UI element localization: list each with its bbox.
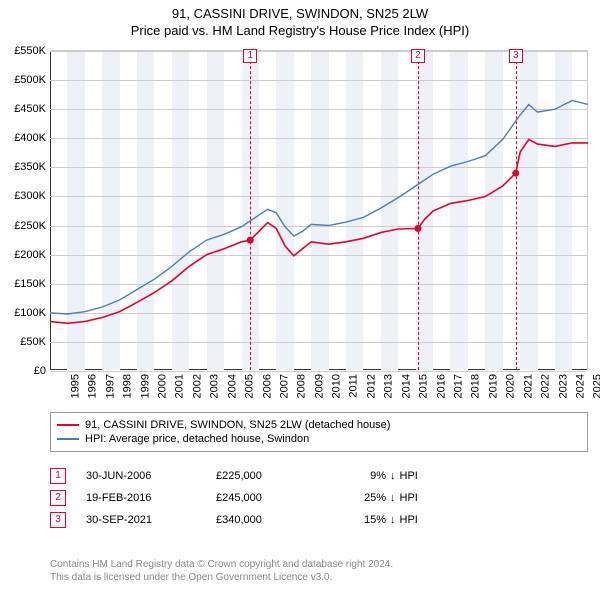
footer-line: This data is licensed under the Open Gov…: [50, 571, 588, 584]
x-tick-label: 2007: [278, 374, 290, 398]
x-tick-label: 1995: [69, 374, 81, 398]
page-subtitle: Price paid vs. HM Land Registry's House …: [0, 23, 600, 38]
sale-date: 19-FEB-2016: [86, 492, 216, 504]
page-title: 91, CASSINI DRIVE, SWINDON, SN25 2LW: [0, 6, 600, 21]
legend: 91, CASSINI DRIVE, SWINDON, SN25 2LW (de…: [50, 412, 588, 452]
y-tick-label: £0: [34, 365, 46, 377]
down-arrow-icon: ↓: [390, 492, 396, 504]
sale-dot: [414, 225, 421, 232]
x-tick-label: 2000: [157, 374, 169, 398]
sale-row: 3 30-SEP-2021£340,00015% ↓ HPI: [50, 512, 588, 528]
x-tick-label: 2006: [261, 374, 273, 398]
sale-diff-pct: 9%: [326, 470, 386, 482]
x-tick-label: 2018: [470, 374, 482, 398]
x-tick-label: 2003: [209, 374, 221, 398]
sale-price: £340,000: [216, 514, 326, 526]
x-tick-label: 2020: [505, 374, 517, 398]
x-tick-label: 1997: [104, 374, 116, 398]
legend-swatch: [57, 438, 79, 440]
sale-price: £245,000: [216, 492, 326, 504]
y-tick-label: £400K: [14, 132, 46, 144]
y-tick-label: £250K: [14, 220, 46, 232]
y-tick-label: £550K: [14, 45, 46, 57]
x-tick-label: 2025: [592, 374, 600, 398]
x-tick-label: 2017: [453, 374, 465, 398]
x-tick-label: 2021: [522, 374, 534, 398]
x-tick-label: 1996: [87, 374, 99, 398]
sales-table: 1 30-JUN-2006£225,0009% ↓ HPI 2 19-FEB-2016£2…: [50, 462, 588, 534]
series-line: [50, 139, 588, 323]
sale-row: 2 19-FEB-2016£245,00025% ↓ HPI: [50, 490, 588, 506]
y-tick-label: £200K: [14, 249, 46, 261]
y-tick-label: £350K: [14, 161, 46, 173]
x-tick-label: 2024: [574, 374, 586, 398]
sale-price: £225,000: [216, 470, 326, 482]
x-tick-label: 2002: [191, 374, 203, 398]
x-tick-label: 2012: [365, 374, 377, 398]
down-arrow-icon: ↓: [390, 514, 396, 526]
sale-diff-pct: 15%: [326, 514, 386, 526]
sale-tag: HPI: [400, 492, 418, 504]
y-tick-label: £300K: [14, 190, 46, 202]
sale-row-badge: 1: [50, 468, 66, 484]
sale-dot: [247, 237, 254, 244]
down-arrow-icon: ↓: [390, 470, 396, 482]
x-tick-label: 1999: [139, 374, 151, 398]
x-tick-label: 2019: [487, 374, 499, 398]
y-tick-label: £500K: [14, 74, 46, 86]
sale-row-badge: 2: [50, 490, 66, 506]
series-line: [50, 101, 588, 315]
sale-date: 30-SEP-2021: [86, 514, 216, 526]
x-tick-label: 1998: [122, 374, 134, 398]
x-tick-label: 2014: [400, 374, 412, 398]
x-tick-label: 2009: [313, 374, 325, 398]
gridline: [50, 371, 587, 372]
x-tick-label: 2010: [331, 374, 343, 398]
sale-diff-pct: 25%: [326, 492, 386, 504]
y-tick-label: £150K: [14, 278, 46, 290]
sale-row-badge: 3: [50, 512, 66, 528]
x-tick-label: 2004: [226, 374, 238, 398]
legend-label: 91, CASSINI DRIVE, SWINDON, SN25 2LW (de…: [85, 419, 390, 431]
sale-dot: [512, 170, 519, 177]
legend-row: 91, CASSINI DRIVE, SWINDON, SN25 2LW (de…: [57, 419, 581, 431]
x-tick-label: 2013: [383, 374, 395, 398]
x-tick-label: 2023: [557, 374, 569, 398]
x-tick-label: 2001: [174, 374, 186, 398]
x-tick-label: 2008: [296, 374, 308, 398]
chart-lines: [50, 51, 588, 371]
y-tick-label: £450K: [14, 103, 46, 115]
sale-date: 30-JUN-2006: [86, 470, 216, 482]
chart: 1995199619971998199920002001200220032004…: [50, 50, 588, 390]
footer-attribution: Contains HM Land Registry data © Crown c…: [50, 558, 588, 584]
legend-row: HPI: Average price, detached house, Swin…: [57, 433, 581, 445]
sale-row: 1 30-JUN-2006£225,0009% ↓ HPI: [50, 468, 588, 484]
sale-tag: HPI: [400, 514, 418, 526]
y-tick-label: £50K: [20, 336, 46, 348]
sale-tag: HPI: [400, 470, 418, 482]
legend-swatch: [57, 424, 79, 426]
x-tick-label: 2016: [435, 374, 447, 398]
legend-label: HPI: Average price, detached house, Swin…: [85, 433, 309, 445]
footer-line: Contains HM Land Registry data © Crown c…: [50, 558, 588, 571]
x-tick-label: 2005: [244, 374, 256, 398]
plot-area: 1995199619971998199920002001200220032004…: [50, 50, 588, 370]
x-tick-label: 2022: [540, 374, 552, 398]
y-tick-label: £100K: [14, 307, 46, 319]
x-tick-label: 2015: [418, 374, 430, 398]
x-tick-label: 2011: [347, 374, 359, 398]
